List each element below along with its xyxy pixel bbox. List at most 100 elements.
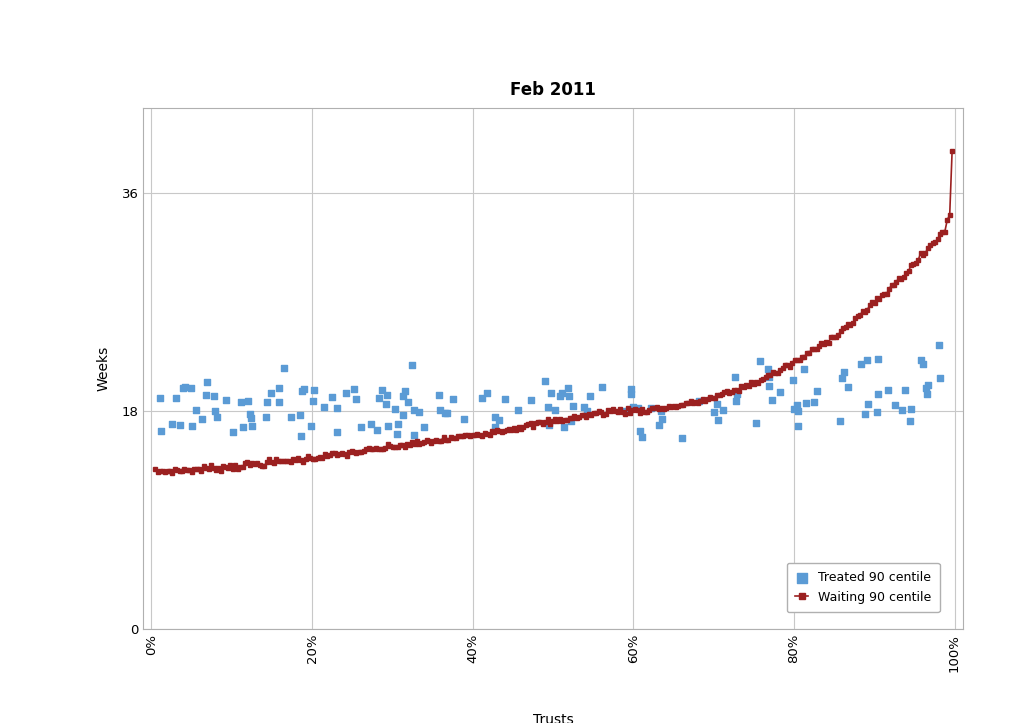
Treated 90 centile — [594, 381, 610, 393]
Treated 90 centile — [294, 385, 310, 397]
Treated 90 centile — [271, 396, 288, 408]
Treated 90 centile — [296, 383, 312, 395]
Treated 90 centile — [275, 362, 292, 374]
Treated 90 centile — [564, 400, 581, 411]
Treated 90 centile — [715, 404, 731, 416]
Treated 90 centile — [283, 411, 299, 422]
Treated 90 centile — [305, 395, 322, 406]
Treated 90 centile — [786, 403, 803, 414]
Treated 90 centile — [806, 395, 822, 407]
Treated 90 centile — [868, 406, 885, 418]
Treated 90 centile — [172, 419, 188, 430]
Treated 90 centile — [561, 390, 578, 401]
Treated 90 centile — [836, 367, 852, 378]
Treated 90 centile — [727, 395, 743, 407]
Treated 90 centile — [206, 390, 222, 402]
Treated 90 centile — [654, 414, 671, 425]
Treated 90 centile — [379, 390, 395, 401]
Treated 90 centile — [541, 419, 557, 431]
Treated 90 centile — [404, 359, 421, 371]
Treated 90 centile — [347, 393, 364, 404]
Treated 90 centile — [183, 382, 200, 393]
Treated 90 centile — [691, 395, 708, 406]
Treated 90 centile — [345, 383, 361, 395]
Treated 90 centile — [761, 372, 777, 383]
Treated 90 centile — [560, 382, 577, 393]
Treated 90 centile — [176, 382, 193, 393]
Treated 90 centile — [553, 388, 569, 399]
Treated 90 centile — [626, 401, 642, 413]
Treated 90 centile — [369, 424, 385, 436]
Treated 90 centile — [164, 419, 180, 430]
Treated 90 centile — [771, 386, 787, 398]
Treated 90 centile — [188, 404, 205, 416]
Treated 90 centile — [653, 405, 670, 416]
Treated 90 centile — [258, 411, 274, 423]
Treated 90 centile — [912, 354, 929, 366]
Treated 90 centile — [243, 408, 259, 419]
Treated 90 centile — [438, 408, 455, 419]
Treated 90 centile — [432, 405, 449, 416]
Treated 90 centile — [207, 405, 223, 416]
Treated 90 centile — [479, 388, 496, 399]
Treated 90 centile — [902, 416, 919, 427]
Waiting 90 centile — [920, 248, 932, 257]
Treated 90 centile — [881, 384, 897, 395]
Treated 90 centile — [153, 425, 169, 437]
Treated 90 centile — [490, 414, 507, 426]
Treated 90 centile — [582, 390, 598, 402]
Treated 90 centile — [324, 391, 340, 403]
Treated 90 centile — [353, 422, 370, 433]
Treated 90 centile — [194, 414, 210, 425]
Treated 90 centile — [406, 429, 422, 441]
Treated 90 centile — [293, 429, 309, 441]
Waiting 90 centile — [215, 466, 227, 475]
Treated 90 centile — [760, 363, 776, 375]
Treated 90 centile — [623, 382, 639, 394]
Treated 90 centile — [431, 389, 447, 401]
Treated 90 centile — [457, 413, 473, 424]
Treated 90 centile — [931, 339, 947, 351]
Treated 90 centile — [919, 388, 935, 400]
Treated 90 centile — [436, 408, 453, 419]
Treated 90 centile — [729, 388, 745, 400]
Treated 90 centile — [579, 405, 595, 416]
Treated 90 centile — [233, 396, 250, 408]
Treated 90 centile — [329, 403, 345, 414]
Treated 90 centile — [785, 375, 802, 386]
Treated 90 centile — [152, 393, 168, 404]
Treated 90 centile — [632, 425, 648, 437]
Treated 90 centile — [245, 420, 261, 432]
Treated 90 centile — [225, 426, 242, 437]
Treated 90 centile — [374, 384, 390, 395]
Treated 90 centile — [389, 419, 406, 430]
Treated 90 centile — [552, 390, 568, 402]
Legend: Treated 90 centile, Waiting 90 centile: Treated 90 centile, Waiting 90 centile — [786, 562, 940, 612]
Treated 90 centile — [894, 404, 910, 416]
Treated 90 centile — [897, 384, 913, 395]
Treated 90 centile — [411, 406, 427, 417]
Treated 90 centile — [380, 420, 396, 432]
Treated 90 centile — [540, 401, 556, 413]
Treated 90 centile — [537, 375, 553, 387]
Treated 90 centile — [798, 397, 814, 408]
Treated 90 centile — [764, 394, 780, 406]
Treated 90 centile — [674, 432, 690, 444]
Treated 90 centile — [234, 421, 251, 432]
Treated 90 centile — [752, 355, 768, 367]
Waiting 90 centile — [849, 314, 861, 322]
Treated 90 centile — [362, 418, 379, 429]
Treated 90 centile — [831, 416, 848, 427]
Treated 90 centile — [394, 390, 411, 402]
Treated 90 centile — [643, 403, 659, 414]
Treated 90 centile — [711, 414, 727, 426]
Treated 90 centile — [932, 372, 948, 384]
Treated 90 centile — [240, 395, 256, 406]
X-axis label: Trusts: Trusts — [532, 714, 573, 723]
Treated 90 centile — [710, 398, 726, 409]
Treated 90 centile — [870, 353, 887, 364]
Treated 90 centile — [727, 371, 743, 382]
Waiting 90 centile — [150, 465, 162, 474]
Treated 90 centile — [853, 358, 869, 369]
Treated 90 centile — [184, 420, 201, 432]
